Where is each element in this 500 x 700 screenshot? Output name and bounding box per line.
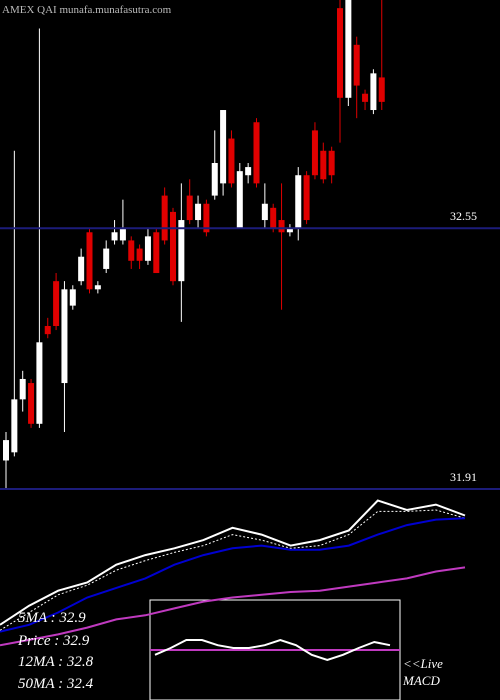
candle-body	[111, 232, 118, 241]
candle-body	[378, 77, 385, 102]
legend-entry: Price : 32.9	[17, 633, 90, 649]
candle-body	[328, 150, 335, 176]
candle-body	[128, 240, 135, 261]
ma-line	[0, 517, 466, 633]
candle-body	[78, 256, 85, 282]
candle-body	[94, 285, 101, 290]
candle-body	[44, 326, 51, 335]
candle-body	[36, 342, 43, 424]
candle-body	[3, 440, 9, 461]
macd-label: MACD	[402, 673, 440, 688]
candle-body	[11, 399, 18, 453]
candle-body	[161, 195, 168, 241]
candle-body	[195, 203, 202, 221]
candle-body	[61, 289, 68, 384]
chart-title: AMEX QAI munafa.munafasutra.com	[2, 4, 172, 16]
candle-body	[19, 378, 26, 400]
candle-body	[119, 228, 126, 241]
candle-body	[270, 207, 277, 229]
candle-body	[236, 171, 243, 229]
candle-body	[337, 8, 343, 98]
y-tick-label: 31.91	[450, 470, 477, 484]
candle-body	[103, 248, 110, 269]
candle-body	[144, 236, 151, 261]
ma-line	[0, 509, 466, 631]
ma-line	[0, 566, 466, 647]
y-tick-label: 32.55	[450, 209, 477, 223]
candle-body	[370, 73, 377, 111]
macd-line	[154, 638, 391, 662]
candle-body	[286, 228, 293, 233]
candle-body	[311, 130, 318, 176]
candle-body	[261, 203, 268, 221]
candle-body	[362, 93, 369, 102]
candle-body	[178, 220, 185, 282]
candle-body	[211, 163, 218, 196]
candle-body	[53, 281, 60, 326]
candle-body	[69, 289, 76, 306]
candle-body	[245, 167, 252, 176]
candle-body	[153, 232, 160, 274]
candle-body	[28, 383, 35, 424]
candle-body	[86, 232, 93, 290]
candle-body	[278, 220, 285, 233]
legend-entry: 50MA : 32.4	[18, 676, 94, 692]
candle-body	[170, 211, 176, 282]
candle-body	[186, 195, 193, 221]
candle-body	[303, 175, 310, 221]
price-panel	[3, 0, 385, 489]
candle-body	[220, 110, 227, 184]
macd-label: <<Live	[403, 656, 443, 671]
candle-body	[295, 175, 302, 229]
legend-entry: 5MA : 32.9	[18, 610, 86, 626]
candle-body	[253, 122, 260, 184]
ma-line	[0, 499, 466, 626]
candle-body	[136, 248, 143, 261]
candle-body	[320, 150, 327, 180]
legend-entry: 12MA : 32.8	[18, 654, 94, 670]
candle-body	[203, 203, 210, 233]
candle-body	[353, 44, 360, 86]
candle-body	[345, 0, 352, 98]
candle-body	[228, 138, 235, 184]
